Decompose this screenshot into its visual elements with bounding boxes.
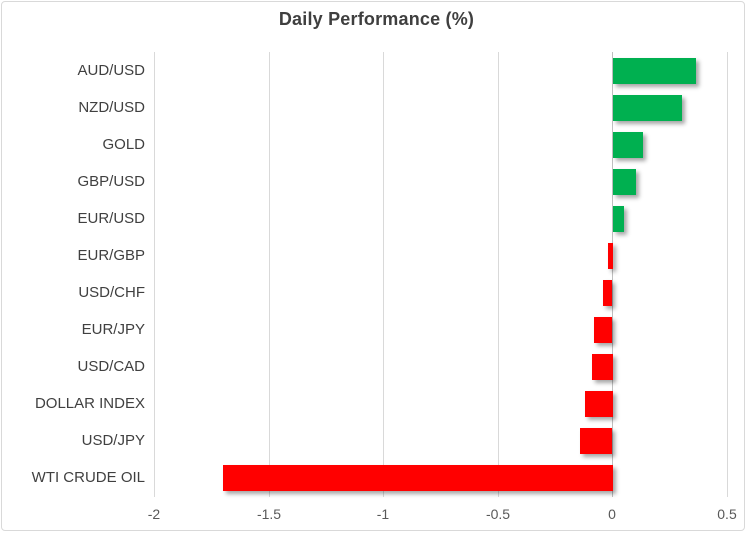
category-label: USD/CHF: [78, 284, 145, 301]
category-label: USD/JPY: [81, 432, 145, 449]
x-axis-tick-label: -0.5: [485, 506, 511, 522]
bar-usd-jpy: [580, 428, 612, 454]
x-axis-tick-label: 0.5: [717, 506, 737, 522]
bar-eur-jpy: [594, 317, 612, 343]
x-axis-tick-label: 0: [608, 506, 616, 522]
category-label: WTI CRUDE OIL: [31, 469, 145, 486]
category-label: EUR/GBP: [77, 247, 145, 264]
bar-eur-usd: [613, 206, 624, 232]
category-label: USD/CAD: [77, 358, 145, 375]
zero-axis-line: [612, 52, 613, 497]
chart-border-frame: [1, 1, 745, 531]
x-axis-tick-label: -1: [376, 506, 390, 522]
category-label: GOLD: [102, 136, 145, 153]
category-label: NZD/USD: [78, 99, 145, 116]
bar-gbp-usd: [613, 169, 636, 195]
category-label: AUD/USD: [77, 62, 145, 79]
category-label: GBP/USD: [77, 173, 145, 190]
category-label: DOLLAR INDEX: [34, 395, 145, 412]
bar-aud-usd: [613, 58, 696, 84]
x-axis-tick-label: -2: [147, 506, 161, 522]
chart-title: Daily Performance (%): [278, 9, 475, 29]
bar-dollar-index: [585, 391, 613, 417]
bar-usd-cad: [592, 354, 613, 380]
category-label: EUR/USD: [77, 210, 145, 227]
gridline: [498, 52, 499, 497]
x-axis-tick-label: -1.5: [256, 506, 282, 522]
gridline: [727, 52, 728, 497]
gridline: [383, 52, 384, 497]
bar-nzd-usd: [613, 95, 682, 121]
bar-usd-chf: [603, 280, 612, 306]
category-label: EUR/JPY: [81, 321, 145, 338]
bar-gold: [613, 132, 643, 158]
bar-wti-crude-oil: [223, 465, 613, 491]
gridline: [269, 52, 270, 497]
bar-eur-gbp: [608, 243, 613, 269]
gridline: [154, 52, 155, 497]
